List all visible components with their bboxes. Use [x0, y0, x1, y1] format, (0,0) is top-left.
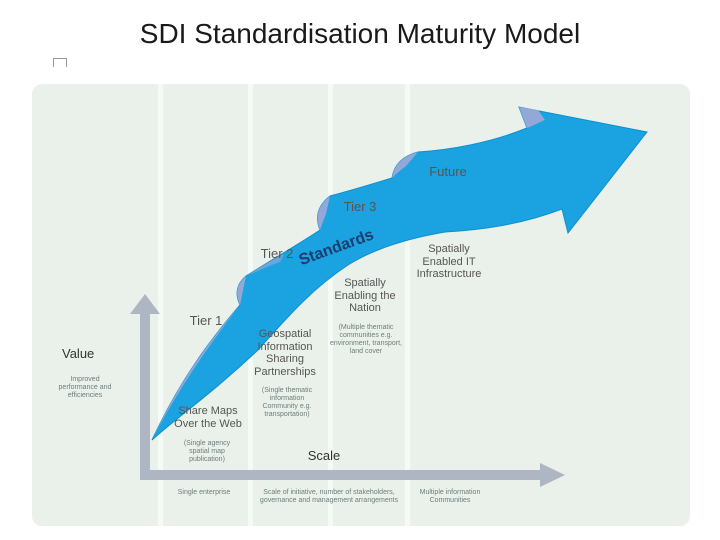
- scale-axis: [140, 463, 565, 487]
- slide-title: SDI Standardisation Maturity Model: [139, 18, 581, 49]
- column-divider: [158, 84, 163, 526]
- stage3-note: (Multiple thematic communities e.g. envi…: [330, 324, 402, 356]
- tier1-label: Tier 1: [189, 313, 223, 328]
- future-label: Future: [429, 164, 467, 179]
- column-divider: [405, 84, 410, 526]
- stage2-note: (Single thematic information Community e…: [261, 387, 313, 419]
- value-axis-description: Improved performance and efficiencies: [58, 376, 112, 400]
- stage1-note: (Single agency spatial map publication): [183, 440, 231, 464]
- value-axis-title: Value: [62, 346, 95, 361]
- maturity-arrow: Standards: [151, 106, 648, 441]
- tier2-label: Tier 2: [260, 246, 294, 261]
- scale-right-label: Multiple information Communities: [419, 489, 481, 505]
- value-axis: [130, 294, 160, 480]
- scale-axis-title: Scale: [307, 448, 341, 463]
- stage3-label: Spatially Enabling the Nation: [334, 277, 396, 315]
- stage2-label: Geospatial Information Sharing Partnersh…: [254, 328, 316, 378]
- column-divider: [328, 84, 333, 526]
- tier3-label: Tier 3: [343, 199, 377, 214]
- stage4-label: Spatially Enabled IT Infrastructure: [416, 243, 482, 281]
- scale-middle-label: Scale of initiative, number of stakehold…: [259, 489, 399, 505]
- bracket-mark: [53, 58, 67, 67]
- scale-left-label: Single enterprise: [177, 489, 231, 496]
- stage1-label: Share Maps Over the Web: [174, 405, 242, 430]
